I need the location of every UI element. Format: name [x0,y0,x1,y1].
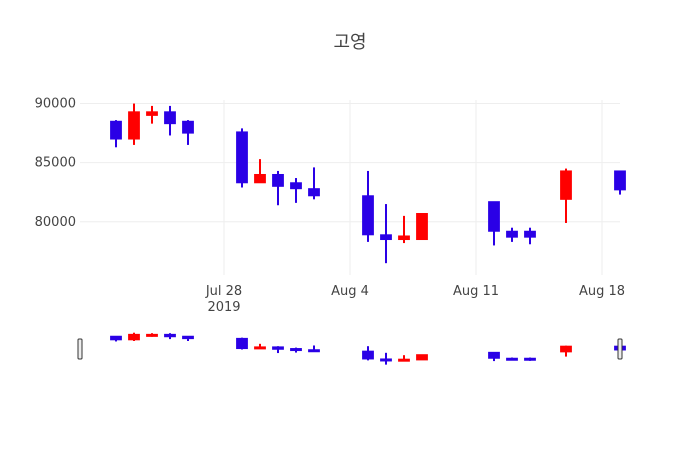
y-axis: 80000 85000 90000 [35,97,76,230]
slider-candle [128,332,140,341]
slider-candle [380,352,392,365]
chart-title: 고영 [333,32,366,53]
x-tick-label: Aug 11 [453,284,499,299]
candle-body [272,346,284,350]
slider-candle [236,337,248,350]
candle-body [362,350,374,360]
slider-candle [398,355,410,362]
candle [182,120,194,145]
x-year-label: 2019 [207,300,240,315]
candle [164,105,176,136]
candle-body [164,111,176,125]
candle-body [254,173,266,184]
candle [290,178,302,203]
slider-candle [272,346,284,354]
x-tick-label: Aug 4 [331,284,369,299]
candle [236,128,248,188]
range-slider-track [79,331,621,368]
candle-body [398,235,410,241]
candle [146,105,158,124]
candle [254,159,266,184]
candle-body [164,333,176,338]
candle [560,168,572,223]
slider-candle [308,345,320,353]
candle-body [128,111,140,140]
candle-body [272,173,284,187]
candle-body [506,230,518,238]
slider-candle [164,333,176,340]
candle-body [236,131,248,184]
slider-candle [506,357,518,361]
slider-candle [524,357,536,361]
slider-candle [416,354,428,361]
candle-body [614,170,626,191]
candle-body [380,358,392,362]
candle [524,227,536,245]
x-tick-label: Aug 18 [579,284,625,299]
range-slider-right-handle[interactable] [617,338,623,360]
x-axis: Jul 28 Aug 4 Aug 11 Aug 18 2019 [205,284,625,315]
slider-candle [560,345,572,357]
candle-body [416,354,428,361]
candle-body [560,345,572,353]
range-slider-left-handle[interactable] [77,338,83,360]
slider-candle [488,351,500,362]
candle [362,170,374,242]
y-tick-label: 80000 [35,215,76,230]
candle-body [416,213,428,241]
gridlines [80,100,620,275]
candle-body [308,188,320,197]
candle-body [506,357,518,361]
candle-body [524,357,536,361]
candle-body [290,348,302,352]
slider-candle [110,335,122,342]
y-tick-label: 85000 [35,156,76,171]
candle-body [254,346,266,350]
candle [110,120,122,148]
range-slider[interactable] [77,331,626,368]
candle [614,170,626,195]
candle-body [182,120,194,134]
candle-body [560,170,572,200]
x-tick-label: Jul 28 [205,284,242,299]
candle-body [308,349,320,353]
slider-candle [362,346,374,361]
candle [380,204,392,264]
candle-body [110,120,122,140]
candle-body [146,333,158,337]
candles [110,103,626,264]
candle-body [182,335,194,340]
candle [398,215,410,244]
candle-body [290,182,302,190]
candle [506,227,518,242]
candle [272,170,284,206]
slider-candle [146,333,158,337]
candle-body [488,351,500,359]
slider-candle [290,347,302,353]
candle-body [380,234,392,241]
candle-body [398,358,410,362]
candle-body [110,335,122,341]
candle-body [524,230,536,238]
candle [488,201,500,246]
candle-body [488,201,500,232]
candle-body [362,195,374,236]
candle-body [128,333,140,341]
candle [416,213,428,241]
y-tick-label: 90000 [35,97,76,112]
candle-body [146,111,158,116]
slider-candle [254,343,266,350]
slider-candle [182,335,194,341]
candle [128,103,140,145]
candle [308,167,320,200]
candle-body [236,337,248,350]
